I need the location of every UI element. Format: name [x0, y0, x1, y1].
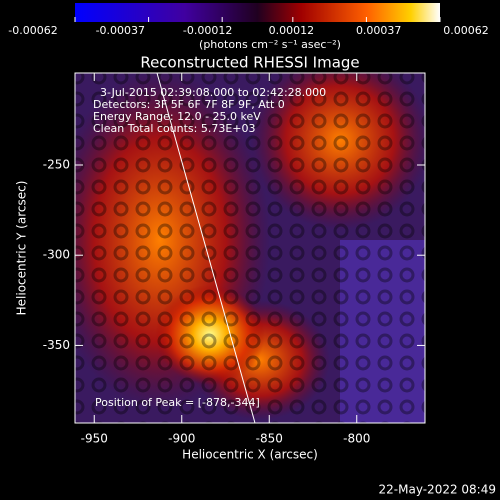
- y-tick-label: -350: [43, 338, 70, 352]
- timestamp: 22-May-2022 08:49: [379, 483, 496, 497]
- x-tick-label: -850: [256, 432, 283, 446]
- colorbar-tick-label: 0.00012: [269, 24, 315, 37]
- colorbar-tick-label: -0.00062: [8, 24, 57, 37]
- peak-label: Position of Peak = [-878,-344]: [95, 396, 260, 409]
- colorbar: [75, 3, 440, 22]
- x-tick-label: -950: [81, 432, 108, 446]
- y-tick-label: -250: [43, 158, 70, 172]
- colorbar-tick-label: -0.00012: [183, 24, 232, 37]
- x-tick-label: -900: [168, 432, 195, 446]
- x-tick-label: -800: [343, 432, 370, 446]
- annotation: Detectors: 3F 5F 6F 7F 8F 9F, Att 0: [93, 98, 285, 111]
- colorbar-tick-label: 0.00062: [443, 24, 489, 37]
- image: [75, 73, 425, 423]
- colorbar-tick-label: 0.00037: [356, 24, 402, 37]
- plot-frame: [74, 72, 426, 424]
- annotation: 3-Jul-2015 02:39:08.000 to 02:42:28.000: [100, 86, 326, 99]
- y-axis-label: Heliocentric Y (arcsec): [15, 181, 29, 316]
- x-axis-label: Heliocentric X (arcsec): [182, 448, 318, 462]
- colorbar-label: (photons cm⁻² s⁻¹ asec⁻²): [199, 38, 341, 51]
- chart-title: Reconstructed RHESSI Image: [140, 54, 359, 72]
- colorbar-tick-label: -0.00037: [96, 24, 145, 37]
- annotation: Energy Range: 12.0 - 25.0 keV: [93, 110, 261, 123]
- annotation: Clean Total counts: 5.73E+03: [93, 122, 256, 135]
- y-tick-label: -300: [43, 248, 70, 262]
